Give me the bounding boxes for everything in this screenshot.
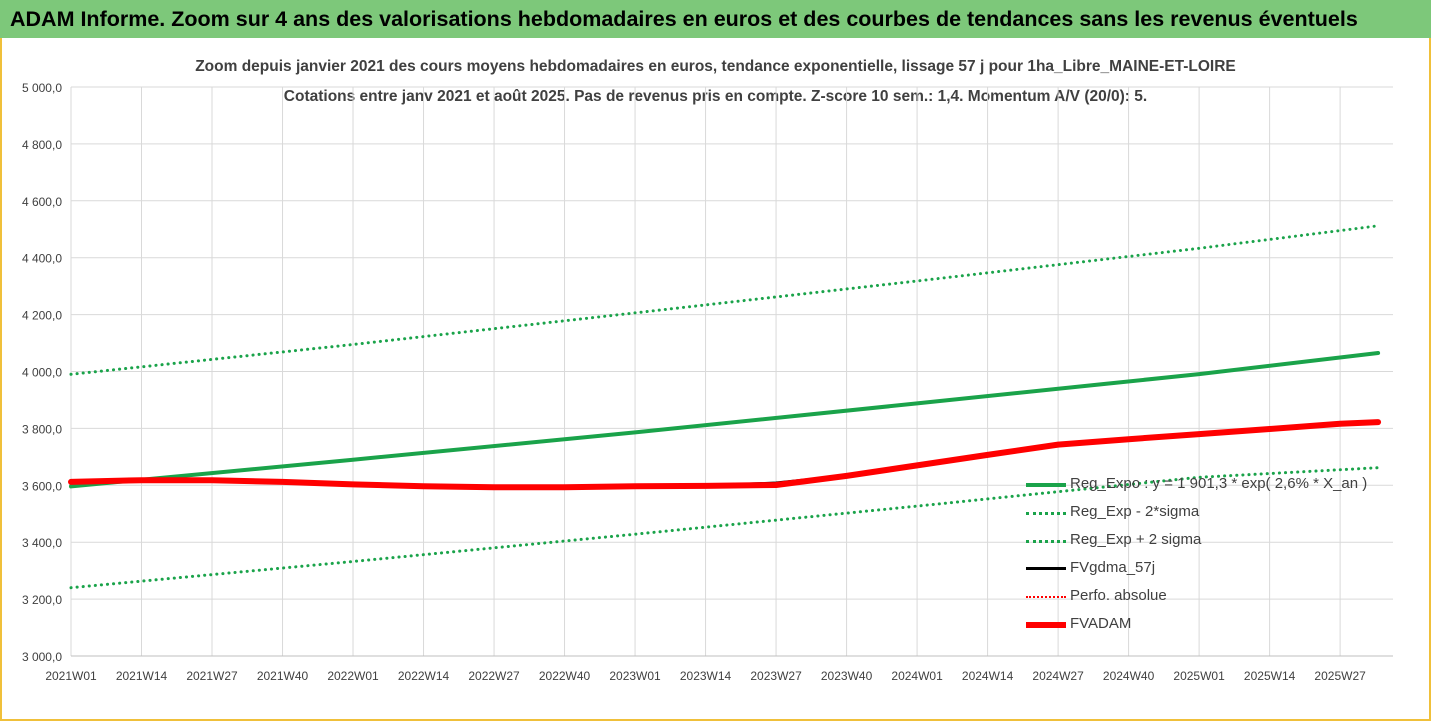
y-tick-label: 4 200,0 <box>22 309 62 323</box>
legend-swatch <box>1026 622 1066 628</box>
x-tick-label: 2023W14 <box>680 669 732 683</box>
x-tick-label: 2022W14 <box>398 669 450 683</box>
legend-label: Reg_Exp + 2 sigma <box>1070 531 1202 548</box>
x-tick-label: 2021W01 <box>45 669 97 683</box>
x-tick-label: 2023W27 <box>750 669 802 683</box>
report-banner: ADAM Informe. Zoom sur 4 ans des valoris… <box>0 0 1431 38</box>
legend-swatch <box>1026 511 1066 515</box>
legend-swatch <box>1026 596 1066 598</box>
chart-subtitle: Cotations entre janv 2021 et août 2025. … <box>283 88 1148 105</box>
legend-item: Reg_Exp - 2*sigma <box>1026 500 1266 528</box>
legend-item: FVgdma_57j <box>1026 556 1266 584</box>
y-tick-label: 3 200,0 <box>22 593 62 607</box>
legend-swatch <box>1026 567 1066 571</box>
x-tick-label: 2023W01 <box>609 669 661 683</box>
y-tick-label: 3 600,0 <box>22 479 62 493</box>
x-tick-label: 2022W01 <box>327 669 379 683</box>
x-tick-label: 2024W01 <box>891 669 943 683</box>
x-tick-label: 2022W27 <box>468 669 520 683</box>
legend-item: Reg_Exp + 2 sigma <box>1026 528 1266 556</box>
x-tick-label: 2024W14 <box>962 669 1014 683</box>
chart-legend: Reg_Expo : y = 1 901,3 * exp( 2,6% * X_a… <box>1026 472 1367 640</box>
series-line-2 <box>69 466 1380 590</box>
legend-label: Reg_Expo : y = 1 901,3 * exp( 2,6% * X_a… <box>1070 475 1368 492</box>
x-tick-label: 2024W40 <box>1103 669 1155 683</box>
chart-frame <box>0 38 1431 721</box>
x-tick-label: 2024W27 <box>1032 669 1084 683</box>
y-tick-label: 3 800,0 <box>22 422 62 436</box>
x-tick-label: 2025W14 <box>1244 669 1296 683</box>
legend-item: Perfo. absolue <box>1026 584 1266 612</box>
x-tick-label: 2025W27 <box>1314 669 1366 683</box>
series-line-6 <box>68 419 1382 491</box>
legend-item: Reg_Expo : y = 1 901,3 * exp( 2,6% * X_a… <box>1026 472 1367 500</box>
x-tick-label: 2021W14 <box>116 669 168 683</box>
x-tick-label: 2021W27 <box>186 669 238 683</box>
series-line-1 <box>69 351 1381 489</box>
banner-title: ADAM Informe. Zoom sur 4 ans des valoris… <box>10 7 1358 31</box>
y-tick-label: 4 400,0 <box>22 252 62 266</box>
chart-title: Zoom depuis janvier 2021 des cours moyen… <box>195 58 1236 75</box>
y-tick-label: 4 600,0 <box>22 195 62 209</box>
legend-item: FVADAM <box>1026 612 1266 640</box>
y-tick-label: 3 000,0 <box>22 650 62 664</box>
legend-swatch <box>1026 539 1066 543</box>
y-tick-label: 4 000,0 <box>22 366 62 380</box>
y-tick-label: 5 000,0 <box>22 81 62 95</box>
x-tick-label: 2021W40 <box>257 669 309 683</box>
legend-swatch <box>1026 483 1066 487</box>
x-tick-label: 2025W01 <box>1173 669 1225 683</box>
x-tick-label: 2023W40 <box>821 669 873 683</box>
series-line-3 <box>69 224 1380 376</box>
legend-label: Perfo. absolue <box>1070 587 1167 604</box>
y-tick-label: 4 800,0 <box>22 138 62 152</box>
legend-label: Reg_Exp - 2*sigma <box>1070 503 1200 520</box>
x-tick-label: 2022W40 <box>539 669 591 683</box>
y-tick-label: 3 400,0 <box>22 536 62 550</box>
legend-label: FVgdma_57j <box>1070 559 1156 576</box>
legend-label: FVADAM <box>1070 615 1132 632</box>
